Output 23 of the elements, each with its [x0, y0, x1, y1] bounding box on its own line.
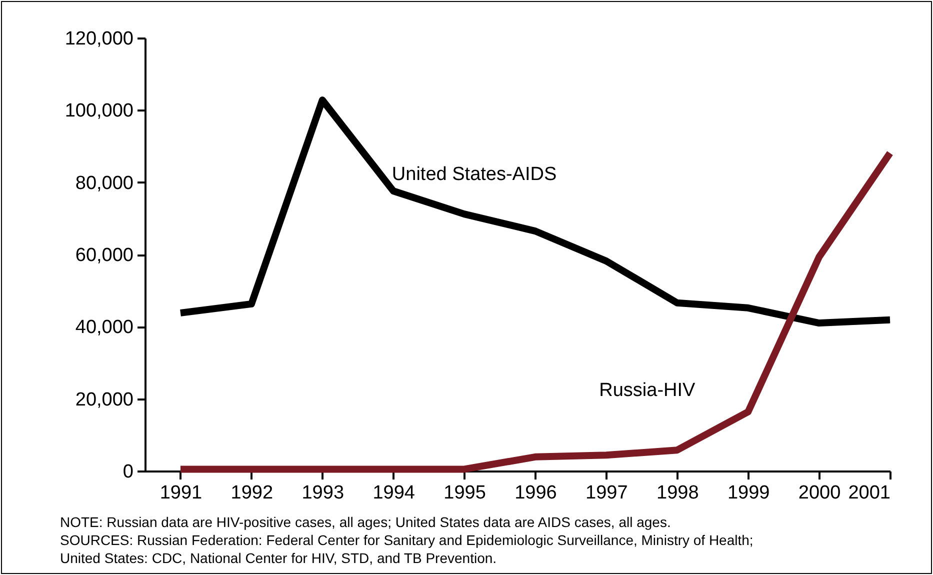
x-tick-label: 1996 [514, 482, 557, 504]
x-tick-label: 1997 [586, 482, 628, 504]
x-tick-label: 1995 [444, 482, 486, 504]
y-tick-label: 0 [122, 462, 134, 482]
x-tick-label: 1993 [302, 482, 344, 504]
x-tick-label: 1998 [656, 482, 699, 504]
y-tick-label: 80,000 [75, 172, 134, 194]
series-label: Russia-HIV [599, 380, 696, 402]
x-tick-label: 1999 [727, 482, 770, 504]
x-tick-label: 1994 [372, 482, 416, 504]
text: United States: CDC, National Center for HIV, STD, and TB Prevention. [60, 549, 498, 567]
series-label: United States-AIDS [392, 164, 557, 186]
y-tick-label: 120,000 [64, 28, 134, 50]
y-tick-label: 40,000 [75, 317, 134, 338]
source-note: SOURCES: Russian Federation: Federal Center for Sanitary and Epidemiologic Surveillance, Ministry of Health; [60, 531, 754, 549]
x-tick-label: 2001 [848, 482, 890, 504]
text: NOTE: Russian data are HIV-positive cases, all ages; United States data are AIDS cases, all ages. [60, 513, 672, 531]
y-tick-label: 60,000 [75, 245, 134, 266]
x-tick-label: 1992 [230, 482, 274, 504]
x-tick-label: 2000 [798, 482, 841, 504]
y-tick-label: 100,000 [64, 100, 134, 122]
y-tick-label: 20,000 [75, 389, 134, 410]
x-tick-label: 1991 [160, 482, 202, 504]
